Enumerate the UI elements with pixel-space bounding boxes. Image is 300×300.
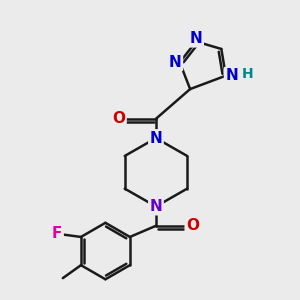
Text: N: N	[169, 55, 182, 70]
Text: N: N	[150, 130, 162, 146]
Text: O: O	[112, 111, 125, 126]
Text: O: O	[186, 218, 199, 233]
Text: H: H	[242, 67, 253, 81]
Text: F: F	[52, 226, 62, 242]
Text: N: N	[190, 31, 202, 46]
Text: N: N	[150, 199, 162, 214]
Text: N: N	[225, 68, 238, 83]
